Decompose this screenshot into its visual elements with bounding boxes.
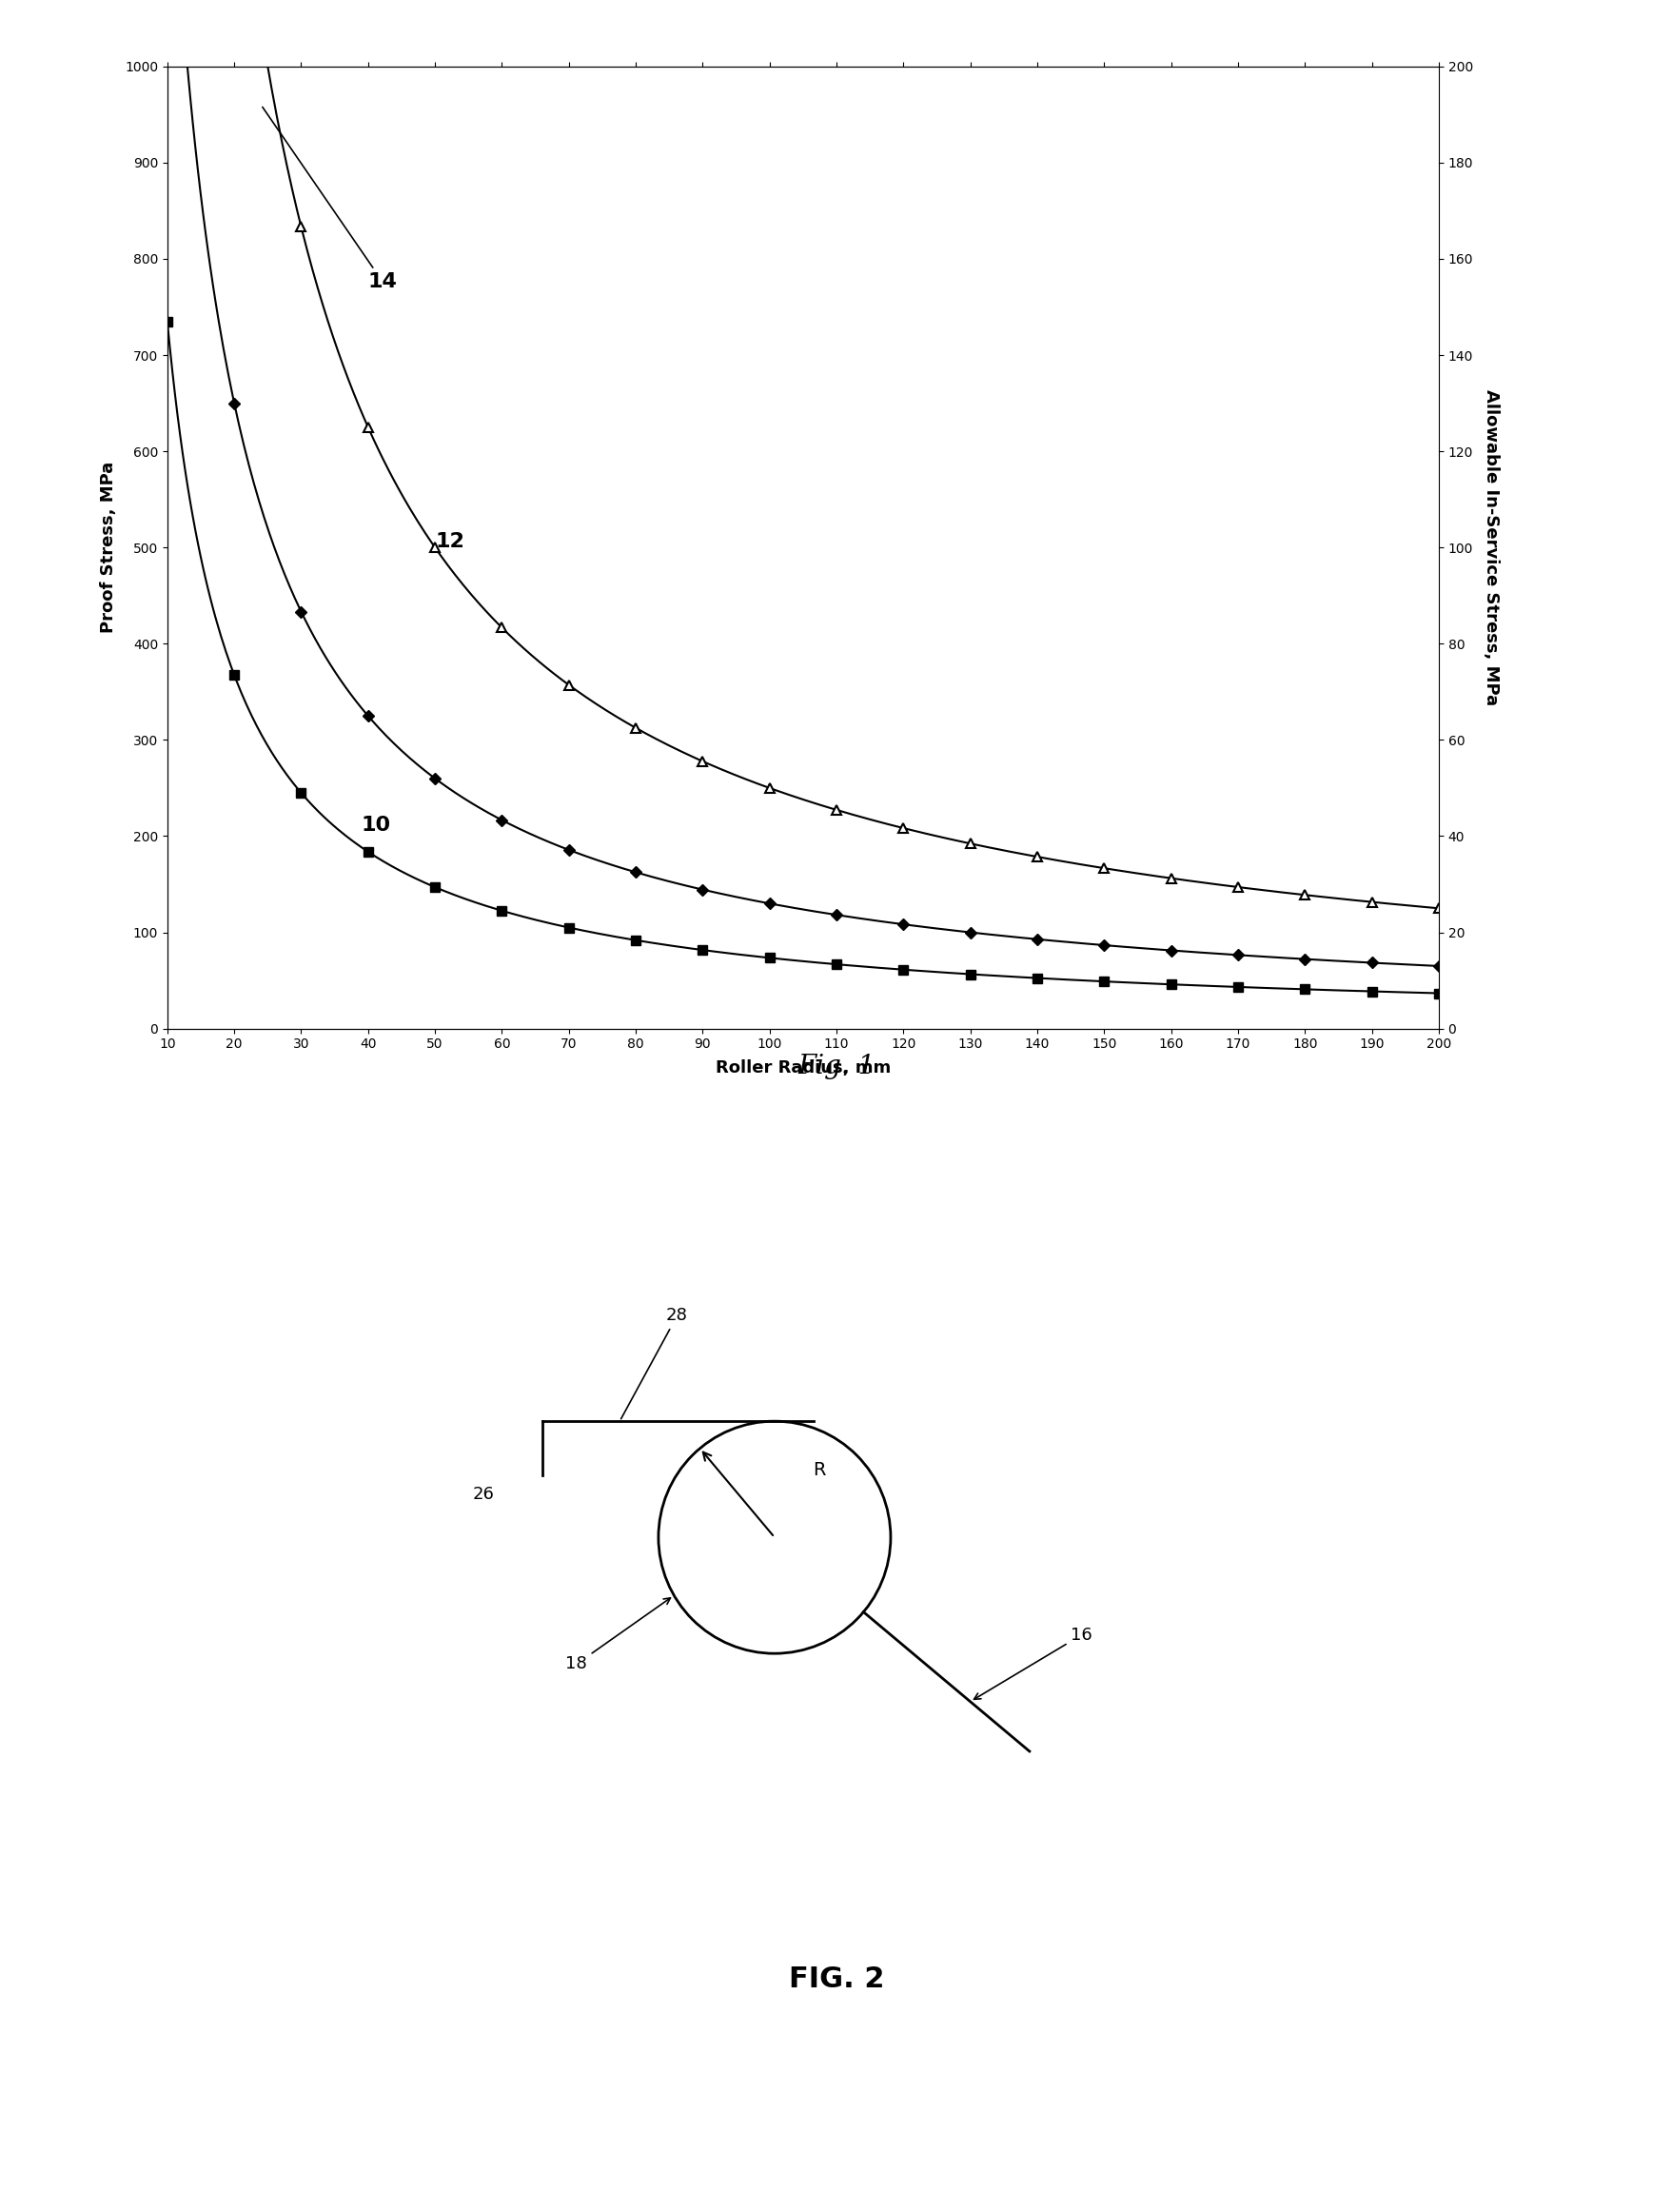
Text: 26: 26 [473,1484,495,1502]
Text: 28: 28 [620,1307,687,1418]
Text: R: R [813,1462,826,1480]
Text: Fig. 1: Fig. 1 [798,1053,874,1079]
X-axis label: Roller Radius, mm: Roller Radius, mm [716,1060,890,1077]
Text: FIG. 2: FIG. 2 [788,1966,884,1993]
Y-axis label: Allowable In-Service Stress, MPa: Allowable In-Service Stress, MPa [1481,389,1498,706]
Text: 16: 16 [973,1626,1092,1699]
Text: 12: 12 [435,533,465,551]
Text: 10: 10 [361,816,391,836]
Text: 18: 18 [565,1597,670,1672]
Text: 14: 14 [263,106,398,292]
Y-axis label: Proof Stress, MPa: Proof Stress, MPa [100,462,117,633]
